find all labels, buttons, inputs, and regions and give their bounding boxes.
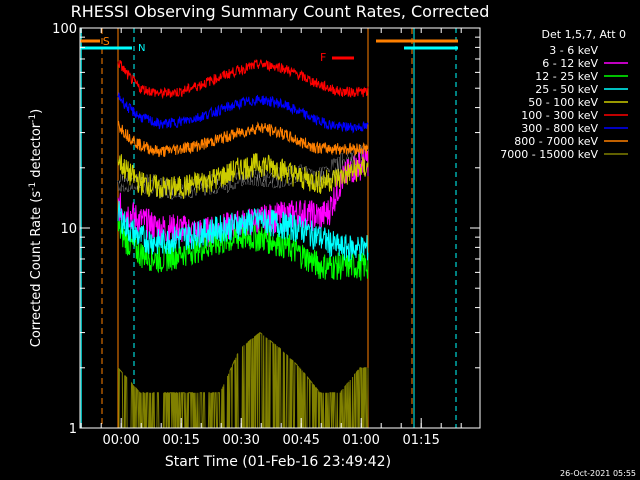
y-axis-label-part3: ) (29, 109, 44, 114)
series-line (117, 220, 369, 281)
legend-entry-label: 50 - 100 keV (528, 96, 598, 109)
legend-entry-label: 12 - 25 keV (535, 70, 598, 83)
legend-entry-label: 7000 - 15000 keV (500, 148, 598, 161)
y-axis-label-sup2: -1 (28, 114, 38, 123)
y-axis: 100 10 1 (52, 22, 480, 437)
series-line (117, 145, 369, 199)
plot-area: S N F (80, 28, 458, 429)
legend-entry-label: 100 - 300 keV (521, 109, 598, 122)
y-axis-label-part2: detector (29, 122, 44, 182)
series-line (117, 92, 369, 134)
x-tick-label: 00:30 (222, 433, 259, 448)
x-tick-label: 01:15 (402, 433, 439, 448)
legend-entry-label: 800 - 7000 keV (514, 135, 598, 148)
legend-entry-label: 6 - 12 keV (542, 57, 598, 70)
chart-title: RHESSI Observing Summary Count Rates, Co… (71, 2, 490, 21)
legend-header: Det 1,5,7, Att 0 (542, 28, 626, 41)
saa-label: S (103, 35, 110, 48)
y-tick-label: 100 (52, 22, 77, 37)
y-axis-label: Corrected Count Rate (s-1 detector-1) (28, 109, 44, 347)
legend-entry-label: 25 - 50 keV (535, 83, 598, 96)
y-axis-label-part1: Corrected Count Rate (s (29, 191, 44, 348)
series-line (117, 147, 369, 248)
x-axis-label: Start Time (01-Feb-16 23:49:42) (165, 454, 391, 470)
legend-entry-label: 300 - 800 keV (521, 122, 598, 135)
y-tick-label: 10 (60, 222, 77, 237)
timestamp: 26-Oct-2021 05:55 (560, 469, 636, 478)
series-line (117, 200, 369, 262)
legend-entry-label: 3 - 6 keV (549, 44, 598, 57)
night-label: N (138, 43, 145, 54)
y-axis-label-sup1: -1 (28, 182, 38, 191)
series-line (117, 58, 369, 100)
x-tick-label: 00:15 (162, 433, 199, 448)
x-tick-label: 00:00 (102, 433, 139, 448)
x-tick-label: 01:00 (342, 433, 379, 448)
series-line (117, 120, 368, 158)
flare-label: F (320, 51, 326, 64)
y-tick-label: 1 (69, 422, 77, 437)
x-tick-label: 00:45 (282, 433, 319, 448)
x-axis: 00:00 00:15 00:30 00:45 01:00 01:15 (80, 28, 462, 448)
series-line (117, 152, 369, 199)
